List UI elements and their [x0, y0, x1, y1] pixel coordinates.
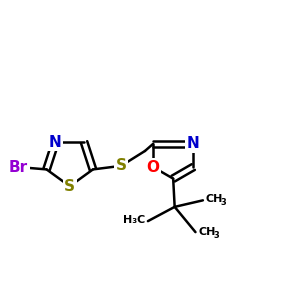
- Text: H₃C: H₃C: [123, 215, 145, 225]
- Text: Br: Br: [9, 160, 28, 175]
- Text: O: O: [147, 160, 160, 175]
- Text: S: S: [116, 158, 127, 173]
- Text: 3: 3: [213, 231, 219, 240]
- Text: S: S: [64, 179, 75, 194]
- Text: H: H: [136, 215, 145, 225]
- Text: CH: CH: [206, 194, 223, 204]
- Text: N: N: [49, 135, 62, 150]
- Text: 3: 3: [221, 198, 226, 207]
- Text: CH: CH: [198, 227, 216, 237]
- Text: N: N: [187, 136, 200, 152]
